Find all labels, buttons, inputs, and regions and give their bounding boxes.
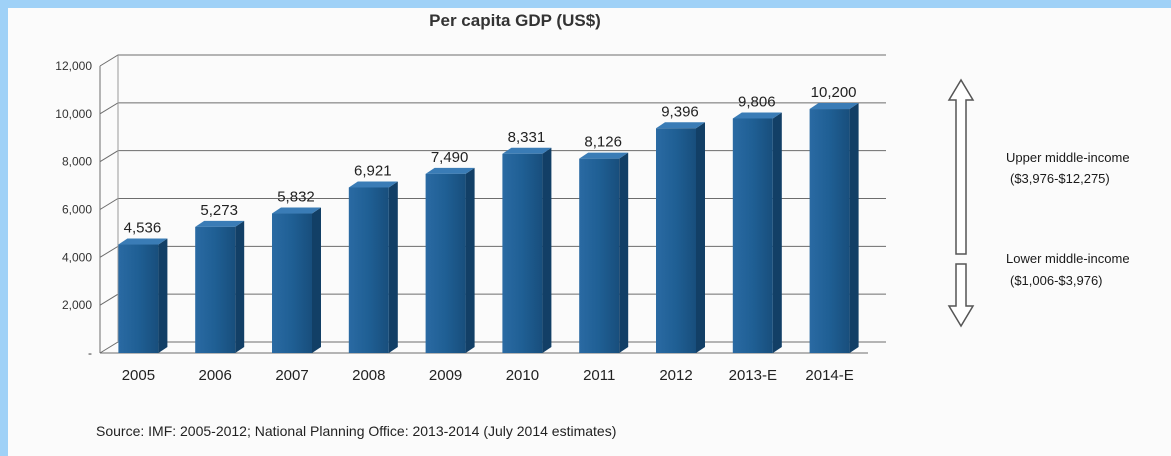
bar	[809, 103, 859, 353]
lower-income-label: Lower middle-income	[1006, 251, 1130, 266]
data-label: 9,806	[738, 93, 776, 110]
y-tick-label: 8,000	[62, 155, 92, 169]
bar	[348, 181, 398, 353]
x-tick-label: 2009	[429, 367, 462, 384]
x-tick-label: 2013-E	[729, 367, 777, 384]
x-tick-label: 2006	[199, 367, 232, 384]
data-label: 10,200	[811, 84, 857, 101]
y-tick-label: 10,000	[55, 107, 92, 121]
y-axis-ticks: - 2,000 4,000 6,000 8,000 10,000 12,000	[55, 59, 92, 360]
data-labels: 4,536 5,273 5,832 6,921 7,490 8,331 8,126 9,396…	[124, 84, 857, 236]
data-label: 9,396	[661, 103, 699, 120]
y-tick-label: 2,000	[62, 298, 92, 312]
bar	[502, 147, 552, 353]
bars	[118, 103, 859, 354]
gridline	[99, 54, 886, 67]
y-tick-label: 4,000	[62, 250, 92, 264]
y-tick-label: -	[88, 346, 92, 360]
x-tick-label: 2011	[583, 367, 615, 384]
x-tick-label: 2008	[352, 367, 385, 384]
upper-income-range: ($3,976-$12,275)	[1010, 171, 1110, 186]
x-axis-ticks: 2005 2006 2007 2008 2009 2010 2011 2012 2013-E 20…	[122, 367, 854, 384]
bar	[656, 122, 705, 354]
chart-title: Per capita GDP (US$)	[429, 11, 601, 30]
source-note: Source: IMF: 2005-2012; National Plannin…	[96, 423, 616, 439]
x-tick-label: 2010	[506, 367, 539, 384]
x-tick-label: 2005	[122, 367, 155, 384]
x-tick-label: 2012	[659, 367, 692, 384]
upper-income-label: Upper middle-income	[1006, 150, 1130, 165]
lower-income-range: ($1,006-$3,976)	[1010, 273, 1103, 288]
bar	[118, 238, 168, 353]
income-band-arrow	[947, 78, 975, 328]
data-label: 5,832	[277, 189, 315, 206]
bar	[195, 220, 245, 353]
data-label: 8,126	[584, 134, 622, 151]
data-label: 7,490	[431, 149, 469, 166]
page: 4,536 5,273 5,832 6,921 7,490 8,331 8,126 9,396…	[8, 8, 1171, 456]
y-tick-label: 6,000	[62, 203, 92, 217]
gdp-bar-chart: 4,536 5,273 5,832 6,921 7,490 8,331 8,126 9,396…	[55, 11, 1130, 439]
y-tick-label: 12,000	[55, 59, 92, 73]
bar	[579, 152, 629, 353]
data-label: 6,921	[354, 162, 392, 179]
x-tick-label: 2007	[275, 367, 308, 384]
data-label: 5,273	[200, 202, 238, 219]
data-label: 4,536	[124, 220, 162, 237]
data-label: 8,331	[508, 129, 546, 146]
bar	[425, 167, 475, 353]
bar	[272, 207, 321, 353]
grid-lines	[99, 54, 886, 354]
x-tick-label: 2014-E	[805, 367, 853, 384]
bar	[732, 112, 782, 353]
